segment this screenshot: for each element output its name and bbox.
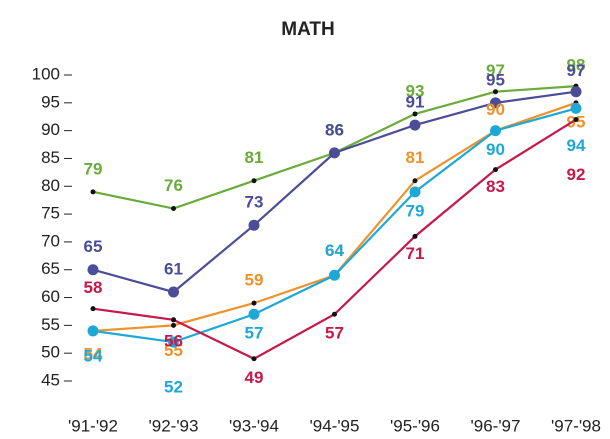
data-label: 76 <box>164 176 183 195</box>
data-label: 59 <box>245 271 264 290</box>
x-tick-label: '96-'97 <box>471 416 521 435</box>
marker <box>490 125 501 137</box>
marker <box>409 119 421 131</box>
marker <box>90 189 96 195</box>
data-label: 61 <box>164 259 183 278</box>
marker <box>493 89 498 95</box>
x-tick-label: '94-'95 <box>310 416 360 435</box>
x-tick-label: '97-'98 <box>551 416 601 435</box>
y-tick-label: 55 <box>41 315 60 334</box>
y-tick-label: 50 <box>41 343 60 362</box>
y-tick-label: 80 <box>41 176 60 195</box>
data-label: 93 <box>406 81 425 100</box>
marker <box>251 300 257 306</box>
marker <box>251 178 257 184</box>
data-label: 98 <box>567 56 586 75</box>
marker <box>171 317 176 323</box>
data-label: 81 <box>406 148 425 167</box>
x-tick-label: '92-'93 <box>149 416 199 435</box>
chart-title: MATH <box>281 19 334 40</box>
x-tick-label: '91-'92 <box>68 416 118 435</box>
data-label: 54 <box>84 344 103 363</box>
marker <box>329 269 340 281</box>
y-tick-label: 70 <box>41 231 60 250</box>
data-label: 86 <box>325 120 344 139</box>
data-label: 65 <box>84 237 103 256</box>
marker <box>412 111 418 117</box>
marker <box>87 325 99 337</box>
x-tick-label: '95-'96 <box>390 416 440 435</box>
data-label: 71 <box>406 244 425 263</box>
data-label: 49 <box>245 368 264 387</box>
marker <box>248 219 260 231</box>
data-label: 97 <box>567 61 586 80</box>
marker <box>409 186 421 198</box>
data-label: 83 <box>486 177 505 196</box>
data-label: 90 <box>486 100 505 119</box>
marker <box>570 86 582 98</box>
marker <box>171 322 176 328</box>
y-tick-label: 45 <box>41 370 60 389</box>
marker <box>171 206 176 212</box>
data-label: 52 <box>164 378 183 397</box>
marker <box>329 147 340 159</box>
data-label: 86 <box>325 120 344 139</box>
marker <box>412 233 418 239</box>
data-label: 55 <box>164 341 183 360</box>
data-label: 64 <box>325 241 344 260</box>
data-label: 58 <box>84 278 103 297</box>
y-tick-label: 60 <box>41 287 60 306</box>
marker <box>248 308 260 320</box>
marker <box>493 167 498 173</box>
data-label: 57 <box>245 324 264 343</box>
y-tick-label: 75 <box>41 204 60 223</box>
x-tick-label: '93-'94 <box>229 416 279 435</box>
data-label: 57 <box>325 324 344 343</box>
marker <box>90 306 96 312</box>
marker <box>251 356 257 362</box>
marker <box>570 102 582 114</box>
marker <box>168 286 179 298</box>
data-label: 95 <box>486 70 505 89</box>
data-label: 56 <box>164 331 183 350</box>
marker <box>412 178 418 184</box>
data-label: 81 <box>245 148 264 167</box>
data-label: 64 <box>325 241 344 260</box>
marker <box>87 264 99 276</box>
data-label: 54 <box>84 346 103 365</box>
data-label: 79 <box>84 159 103 178</box>
y-tick-label: 100 <box>32 64 60 83</box>
y-tick-label: 65 <box>41 259 60 278</box>
marker <box>573 117 579 123</box>
data-label: 73 <box>245 193 264 212</box>
data-label: 90 <box>486 140 505 159</box>
marker <box>168 336 179 348</box>
y-tick-label: 85 <box>41 148 60 167</box>
y-tick-label: 90 <box>41 120 60 139</box>
marker <box>490 97 501 109</box>
data-label: 97 <box>486 61 505 80</box>
data-label: 91 <box>406 93 425 112</box>
data-label: 92 <box>567 165 586 184</box>
data-label: 79 <box>406 201 425 220</box>
data-label: 94 <box>567 136 586 155</box>
marker <box>332 311 337 317</box>
y-tick-label: 95 <box>41 92 60 111</box>
